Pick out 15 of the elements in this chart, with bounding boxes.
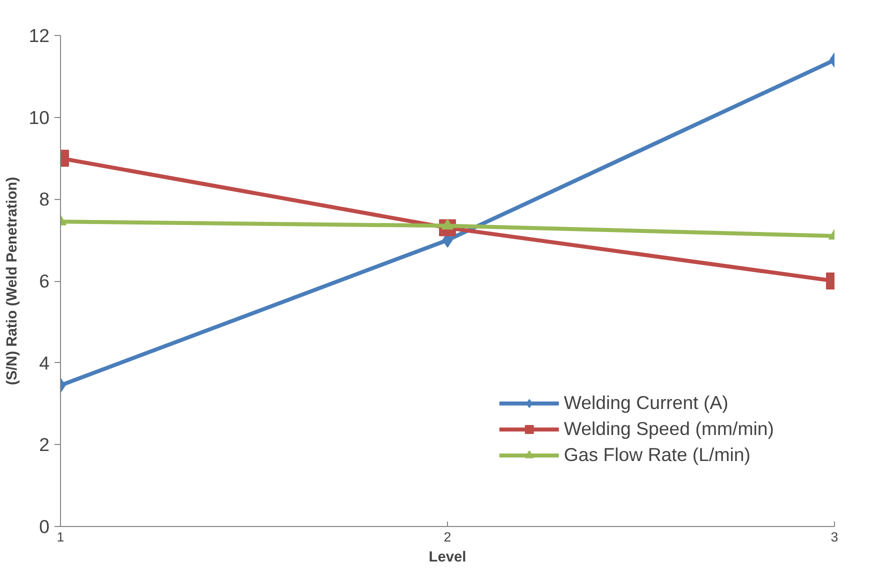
x-tick-label: 3 bbox=[830, 530, 838, 544]
y-axis-title: (S/N) Ratio (Weld Penetration) bbox=[4, 176, 21, 386]
x-axis-title: Level bbox=[428, 550, 466, 566]
y-tick-label: 4 bbox=[39, 352, 50, 374]
y-tick-label: 0 bbox=[39, 516, 50, 537]
x-tick-label: 2 bbox=[444, 530, 452, 544]
legend-label: Welding Current (A) bbox=[564, 392, 728, 414]
y-tick-label: 12 bbox=[28, 25, 50, 46]
y-tick-label: 8 bbox=[39, 188, 50, 210]
y-tick-label: 6 bbox=[39, 270, 50, 292]
legend-label: Gas Flow Rate (L/min) bbox=[564, 444, 750, 466]
y-tick-label: 10 bbox=[28, 106, 50, 128]
y-tick-label: 2 bbox=[39, 434, 50, 456]
x-tick-label: 1 bbox=[56, 530, 64, 544]
legend-label: Welding Speed (mm/min) bbox=[564, 418, 774, 440]
